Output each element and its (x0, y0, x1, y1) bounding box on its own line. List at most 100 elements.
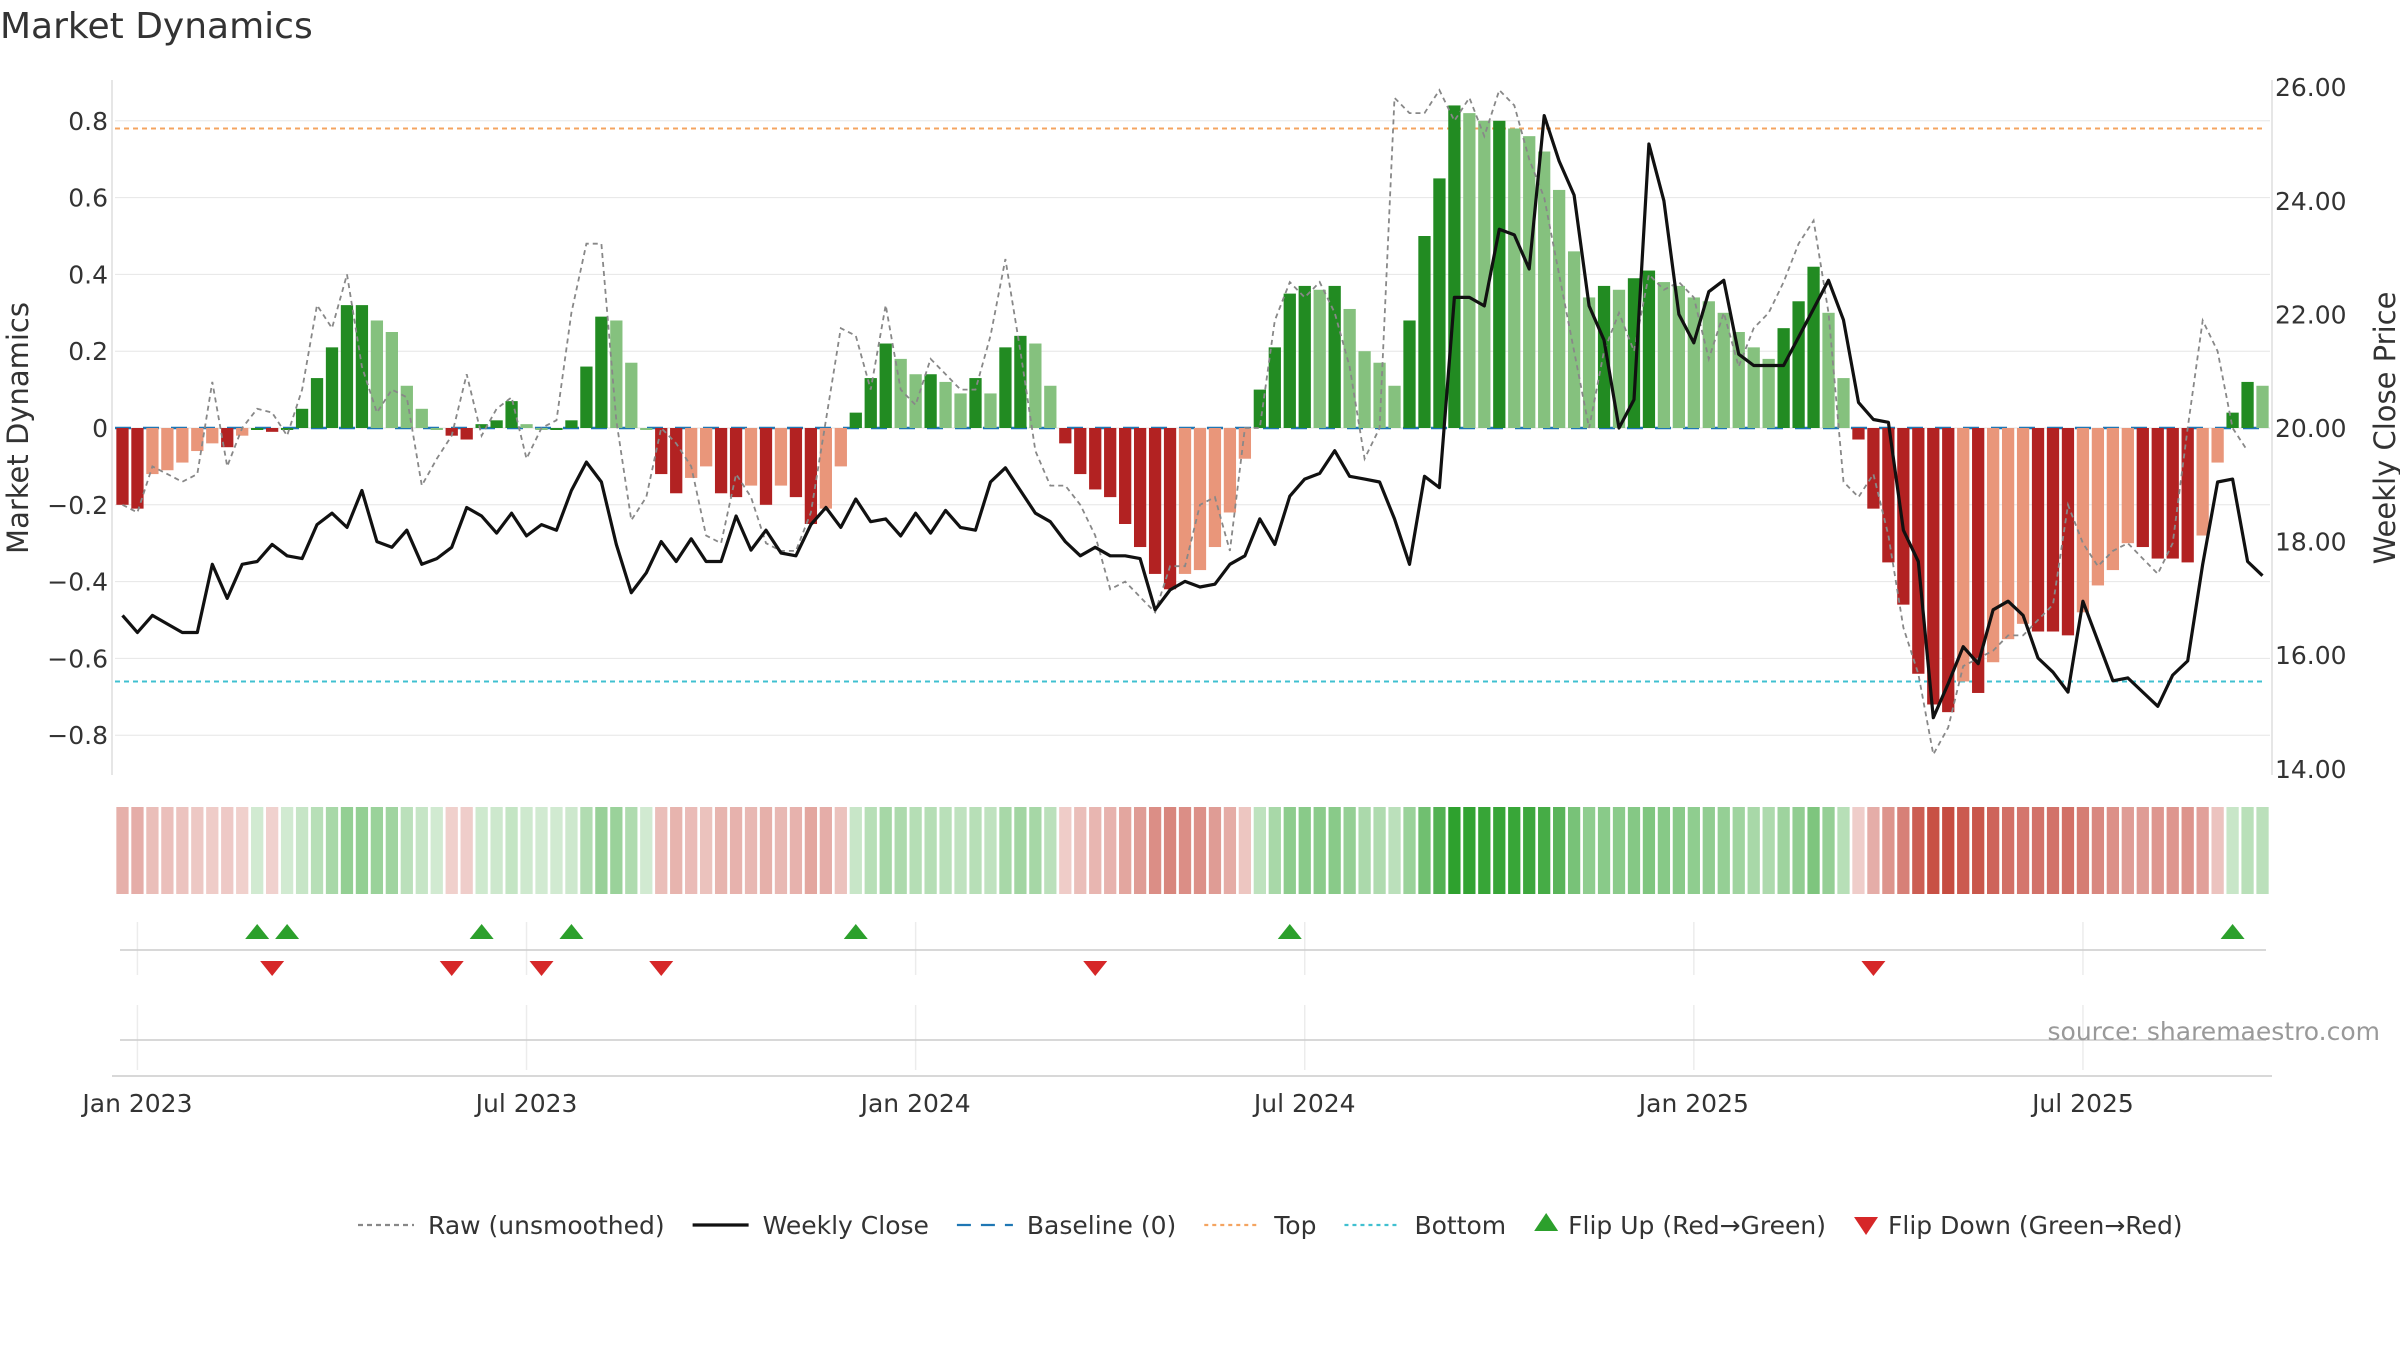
bar (2076, 428, 2090, 613)
bar (1582, 297, 1596, 428)
heat-cell (430, 807, 443, 894)
bar (849, 412, 862, 428)
bar (1567, 251, 1581, 428)
heat-cell (475, 807, 488, 894)
heat-cell (1957, 807, 1970, 894)
heat-cell (1029, 807, 1042, 894)
heat-cell (879, 807, 892, 894)
heat-cell (849, 807, 862, 894)
heat-cell (1193, 807, 1207, 894)
heat-cell (295, 807, 309, 894)
legend-item: Weekly Close (692, 1211, 929, 1240)
bar (2256, 385, 2269, 428)
bar (1927, 428, 1940, 705)
bar (475, 424, 488, 428)
bar (2031, 428, 2045, 632)
bar (1193, 428, 1207, 571)
bar (1508, 128, 1521, 429)
bar (804, 428, 818, 524)
heat-cell (744, 807, 758, 894)
bar (1553, 189, 1566, 428)
bar (1523, 136, 1536, 428)
heat-cell (1777, 807, 1790, 894)
heat-cell (2151, 807, 2164, 894)
bar (1867, 428, 1880, 509)
heat-strip (116, 807, 2269, 894)
heat-cell (1867, 807, 1880, 894)
flip-down-marker (649, 961, 674, 976)
bar (550, 428, 563, 430)
heat-cell (1567, 807, 1581, 894)
heat-cell (1133, 807, 1147, 894)
legend-swatch (1534, 1213, 1559, 1231)
heat-cell (909, 807, 922, 894)
heat-cell (415, 807, 428, 894)
bar (1912, 428, 1925, 674)
heat-cell (251, 807, 264, 894)
heat-cell (595, 807, 608, 894)
bar (1642, 270, 1656, 428)
legend-label: Flip Down (Green→Red) (1888, 1211, 2183, 1240)
heat-cell (1942, 807, 1955, 894)
heat-cell (1433, 807, 1446, 894)
bar (1612, 289, 1626, 428)
legend-label: Raw (unsmoothed) (428, 1211, 665, 1240)
bar (1463, 113, 1476, 429)
bar (699, 428, 713, 467)
legend-item: Raw (unsmoothed) (358, 1211, 665, 1240)
legend-item: Flip Up (Red→Green) (1534, 1211, 1826, 1240)
heat-cell (939, 807, 952, 894)
bar (385, 332, 398, 428)
heat-cell (1059, 807, 1072, 894)
legend-item: Flip Down (Green→Red) (1854, 1211, 2183, 1240)
bar (280, 428, 294, 430)
bar (1133, 428, 1147, 548)
heat-cell (1912, 807, 1925, 894)
bar (1882, 428, 1895, 563)
bar (1163, 428, 1177, 590)
heat-cell (1672, 807, 1686, 894)
heat-cell (1508, 807, 1521, 894)
flip-down-marker (1083, 961, 1108, 976)
heat-cell (999, 807, 1012, 894)
bar (1792, 301, 1805, 428)
bar (969, 378, 982, 428)
heat-cell (685, 807, 698, 894)
heat-cell (161, 807, 174, 894)
heat-cell (2061, 807, 2075, 894)
heat-cell (640, 807, 653, 894)
bar (759, 428, 773, 505)
bar (146, 428, 159, 475)
y-axis-left-label: Market Dynamics (1, 302, 35, 554)
heat-cell (1493, 807, 1506, 894)
bar (1074, 428, 1087, 475)
heat-cell (1223, 807, 1237, 894)
heat-cell (131, 807, 144, 894)
y-tick-left: −0.6 (47, 644, 108, 673)
bar (1747, 347, 1760, 428)
bar (1657, 282, 1671, 428)
heat-cell (670, 807, 683, 894)
bar (2211, 428, 2224, 463)
heat-cell (714, 807, 728, 894)
bar (505, 401, 518, 428)
bar (1208, 428, 1222, 548)
y-tick-left: 0 (92, 414, 108, 443)
heat-cell (2241, 807, 2254, 894)
bar (819, 428, 832, 509)
heat-cell (1702, 807, 1715, 894)
bar (1283, 293, 1296, 428)
heat-cell (984, 807, 997, 894)
heat-cell (759, 807, 773, 894)
heat-cell (325, 807, 339, 894)
bar (685, 428, 698, 478)
heat-cell (2136, 807, 2149, 894)
y-tick-left: −0.2 (47, 491, 108, 520)
bar (2151, 428, 2164, 559)
heat-cell (924, 807, 937, 894)
bar (340, 305, 354, 428)
bar (1044, 385, 1057, 428)
flip-down-marker (260, 961, 285, 976)
